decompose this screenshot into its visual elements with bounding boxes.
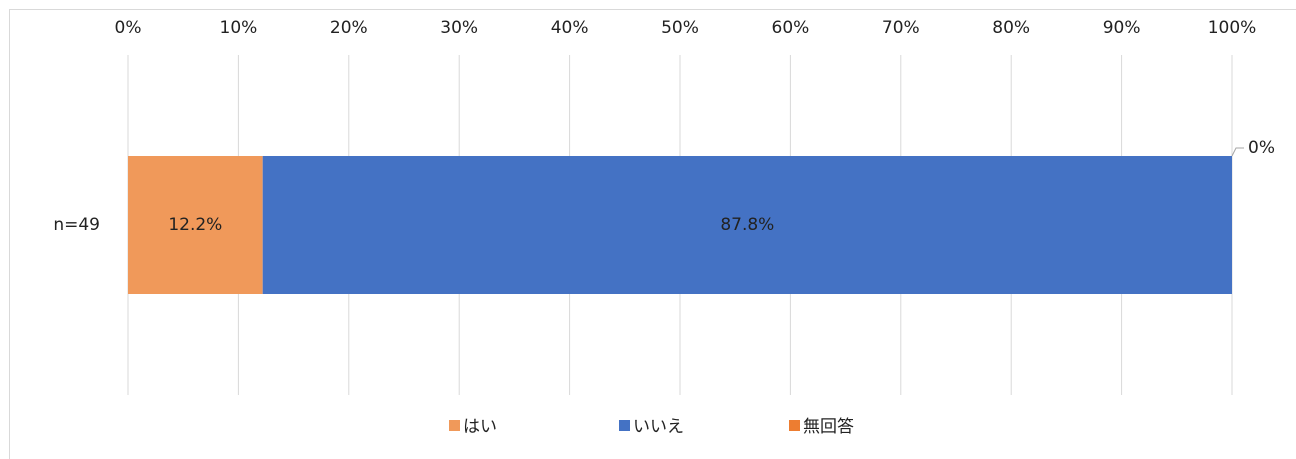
legend-label: いいえ xyxy=(633,417,684,437)
x-tick-label: 70% xyxy=(882,18,920,38)
x-tick-label: 80% xyxy=(992,18,1030,38)
x-tick-label: 10% xyxy=(220,18,258,38)
legend-label: はい xyxy=(463,417,497,437)
x-tick-label: 0% xyxy=(115,18,142,38)
legend-swatch xyxy=(789,420,800,431)
x-tick-label: 50% xyxy=(661,18,699,38)
x-tick-label: 20% xyxy=(330,18,368,38)
leader-line xyxy=(1231,147,1244,157)
x-tick-label: 100% xyxy=(1208,18,1257,38)
legend-swatch xyxy=(449,420,460,431)
legend-swatch xyxy=(619,420,630,431)
category-label: n=49 xyxy=(53,215,100,235)
data-label: 87.8% xyxy=(720,215,774,235)
data-label: 12.2% xyxy=(168,215,222,235)
x-tick-label: 90% xyxy=(1103,18,1141,38)
x-tick-label: 60% xyxy=(772,18,810,38)
legend-label: 無回答 xyxy=(803,417,854,437)
bar-segment xyxy=(262,156,1232,294)
x-tick-label: 40% xyxy=(551,18,589,38)
bar-segment xyxy=(128,156,263,294)
data-label: 0% xyxy=(1248,138,1275,158)
x-tick-label: 30% xyxy=(440,18,478,38)
